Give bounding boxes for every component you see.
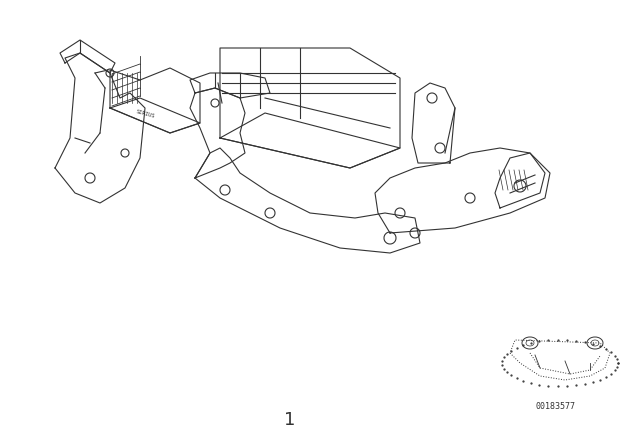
Text: SIRIUS: SIRIUS	[135, 109, 155, 119]
Text: 00183577: 00183577	[535, 401, 575, 410]
Text: 1: 1	[284, 411, 296, 429]
